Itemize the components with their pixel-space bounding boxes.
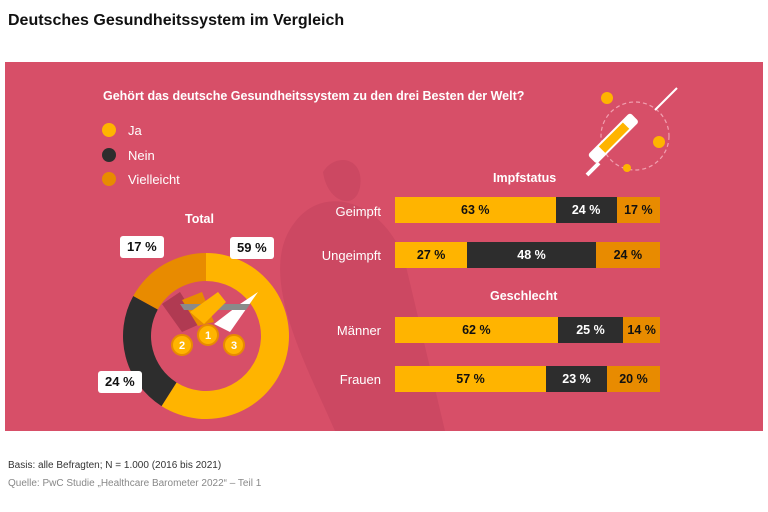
footnote-basis: Basis: alle Befragten; N = 1.000 (2016 b…: [8, 460, 222, 471]
bar-segment-ja: 62 %: [395, 317, 558, 343]
question-title: Gehört das deutsche Gesundheitssystem zu…: [103, 89, 525, 103]
section-title-geschlecht: Geschlecht: [490, 289, 558, 303]
legend-label-nein: Nein: [128, 147, 155, 163]
bar-segment-vielleicht: 24 %: [595, 242, 660, 268]
section-title-impfstatus: Impfstatus: [493, 171, 557, 185]
footnote-source: Quelle: PwC Studie „Healthcare Barometer…: [8, 478, 262, 489]
donut-label-ja: 59 %: [230, 237, 274, 259]
bar-frauen: 57 % 23 % 20 %: [395, 366, 660, 392]
donut-slice-ja: [161, 253, 289, 419]
syringe-icon: [585, 87, 678, 177]
page-title: Deutsches Gesundheitssystem im Vergleich: [8, 12, 345, 29]
donut-label-nein: 24 %: [98, 371, 142, 393]
bar-ungeimpft: 27 % 48 % 24 %: [395, 242, 660, 268]
bar-geimpft: 63 % 24 % 17 %: [395, 197, 660, 223]
donut-chart: 2 1 3: [122, 252, 290, 420]
row-label-geimpft: Geimpft: [335, 204, 381, 219]
donut-title: Total: [185, 212, 214, 226]
legend-label-ja: Ja: [128, 122, 142, 138]
medal-number-2: 2: [179, 340, 185, 352]
legend-item-nein: Nein: [102, 147, 155, 163]
infographic-panel: Gehört das deutsche Gesundheitssystem zu…: [5, 62, 763, 431]
legend-label-vielleicht: Vielleicht: [128, 171, 180, 187]
donut-slice-vielleicht: [133, 253, 206, 310]
legend-item-vielleicht: Vielleicht: [102, 171, 180, 187]
donut-label-vielleicht: 17 %: [120, 236, 164, 258]
row-label-ungeimpft: Ungeimpft: [321, 248, 381, 263]
bar-segment-nein: 48 %: [467, 242, 596, 268]
bar-segment-vielleicht: 14 %: [623, 317, 660, 343]
legend-item-ja: Ja: [102, 122, 142, 138]
bar-segment-nein: 23 %: [546, 366, 607, 392]
bar-segment-ja: 63 %: [395, 197, 556, 223]
bar-segment-ja: 27 %: [395, 242, 468, 268]
bar-segment-nein: 25 %: [557, 317, 624, 343]
bar-segment-ja: 57 %: [395, 366, 547, 392]
bar-segment-nein: 24 %: [555, 197, 617, 223]
row-label-maenner: Männer: [336, 323, 381, 338]
bar-maenner: 62 % 25 % 14 %: [395, 317, 660, 343]
row-label-frauen: Frauen: [339, 372, 381, 387]
legend-dot-ja: [102, 123, 116, 137]
bar-segment-vielleicht: 20 %: [606, 366, 660, 392]
donut-chart-svg: 2 1 3: [122, 253, 289, 419]
medal-number-1: 1: [205, 330, 211, 342]
medal-number-3: 3: [231, 340, 237, 352]
bar-segment-vielleicht: 17 %: [616, 197, 660, 223]
legend-dot-nein: [102, 148, 116, 162]
medals-icon: 2 1 3: [162, 292, 258, 356]
legend-dot-vielleicht: [102, 172, 116, 186]
